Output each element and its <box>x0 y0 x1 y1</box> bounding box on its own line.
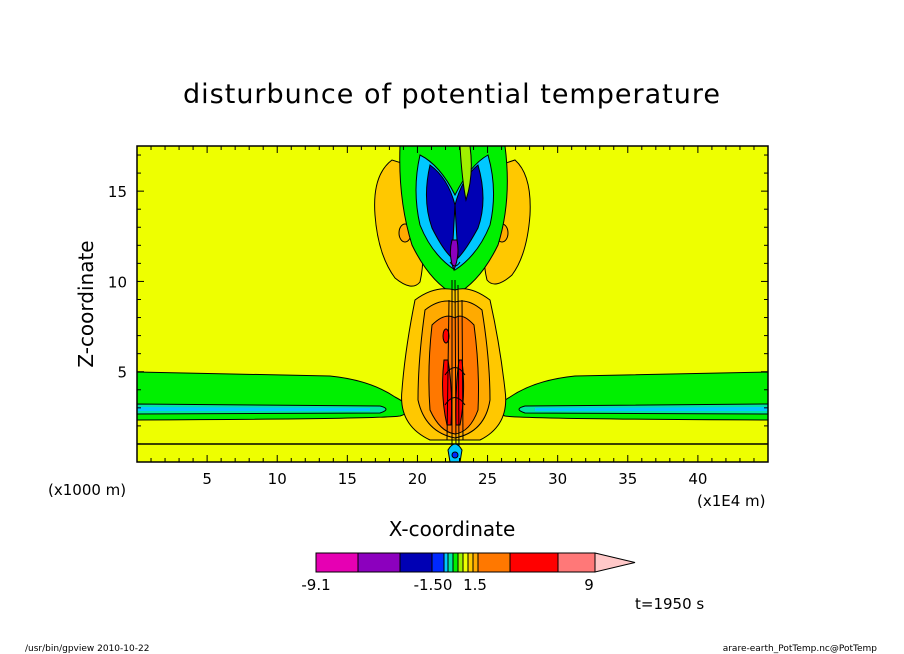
y-tick-label: 15 <box>108 183 127 201</box>
x-tick-label: 25 <box>478 470 497 488</box>
x-tick-label: 35 <box>618 470 637 488</box>
colorbar <box>315 552 636 573</box>
x-axis: 5 10 15 20 25 30 35 40 <box>136 146 769 488</box>
footer-left: /usr/bin/gpview 2010-10-22 <box>25 644 149 654</box>
contour-base-dot <box>451 451 459 459</box>
colorbar-segment <box>443 552 449 573</box>
colorbar-segment <box>557 552 596 573</box>
contour-redorange-lower <box>428 315 479 435</box>
chart-title: disturbunce of potential temperature <box>183 79 721 110</box>
x-unit-note: (x1E4 m) <box>697 492 766 510</box>
x-tick-label: 20 <box>408 470 427 488</box>
y-tick-label: 10 <box>108 273 127 291</box>
z-unit-note: (x1000 m) <box>48 481 126 499</box>
x-tick-label: 30 <box>548 470 567 488</box>
x-tick-label: 15 <box>338 470 357 488</box>
colorbar-tick-label: -1.50 <box>414 576 453 594</box>
colorbar-tick-label: -9.1 <box>301 576 330 594</box>
contour-red-core-left <box>442 359 453 426</box>
x-tick-label: 40 <box>688 470 707 488</box>
colorbar-segment <box>452 552 459 573</box>
time-label: t=1950 s <box>635 595 704 613</box>
colorbar-segment <box>477 552 511 573</box>
y-axis-label: Z-coordinate <box>74 240 98 367</box>
y-axis: 5 10 15 <box>108 154 768 445</box>
colorbar-tick-label: 1.5 <box>463 576 487 594</box>
contour-lightgreen-top <box>459 146 472 202</box>
colorbar-segment <box>472 552 479 573</box>
colorbar-segment <box>447 552 454 573</box>
colorbar-segment <box>467 552 474 573</box>
plot-area <box>137 146 768 462</box>
y-tick-label: 5 <box>117 364 127 382</box>
colorbar-tick-label: 9 <box>584 576 594 594</box>
colorbar-segment <box>357 552 401 573</box>
colorbar-labels: -9.1 -1.50 1.5 9 <box>301 576 593 594</box>
colorbar-segment <box>315 552 359 573</box>
contour-red-spot <box>442 328 450 344</box>
contour-dense-lines <box>444 261 466 451</box>
colorbar-segment <box>457 552 464 573</box>
footer-right: arare-earth_PotTemp.nc@PotTemp <box>723 644 878 654</box>
colorbar-segment <box>462 552 469 573</box>
contour-cyan-inner-right <box>535 407 768 411</box>
x-tick-label: 5 <box>202 470 212 488</box>
x-tick-label: 10 <box>268 470 287 488</box>
contour-blue-upper-left <box>425 164 456 260</box>
x-axis-label: X-coordinate <box>389 517 516 541</box>
plot-frame <box>136 145 769 463</box>
colorbar-segment <box>509 552 559 573</box>
colorbar-segment <box>399 552 433 573</box>
colorbar-segment <box>431 552 445 573</box>
contour-purple-core <box>449 239 459 272</box>
colorbar-arrow <box>594 552 636 573</box>
contour-cyan-inner-left <box>137 407 370 411</box>
